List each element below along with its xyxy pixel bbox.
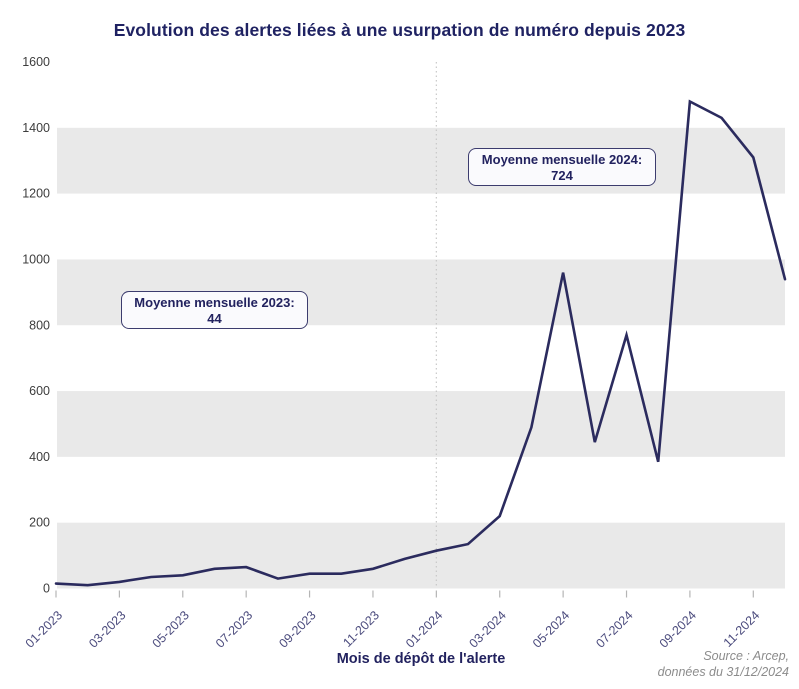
annotation-2024-label: Moyenne mensuelle 2024:: [481, 152, 643, 167]
y-tick-label: 800: [29, 318, 50, 332]
y-tick-label: 0: [43, 582, 50, 596]
source-line-1: Source : Arcep,: [703, 649, 789, 663]
x-tick-label: 07-2023: [213, 608, 255, 650]
annotation-2023-value: 44: [207, 311, 222, 327]
x-tick-label: 05-2023: [150, 608, 192, 650]
grid-band: [57, 391, 785, 457]
x-tick-label: 11-2023: [340, 608, 382, 650]
annotation-2024-value: 724: [551, 168, 573, 184]
x-tick-label: 09-2023: [276, 608, 318, 650]
annotation-2023-label: Moyenne mensuelle 2023:: [134, 295, 295, 310]
x-tick-label: 03-2024: [467, 608, 509, 650]
x-axis-title: Mois de dépôt de l'alerte: [336, 651, 506, 667]
data-line-alertes: [54, 99, 787, 587]
annotation-2024-box: Moyenne mensuelle 2024: 724: [468, 148, 656, 186]
grid-band: [57, 127, 785, 194]
y-tick-label: 400: [29, 450, 50, 464]
y-tick-label: 1400: [22, 121, 50, 135]
annotation-2023-box: Moyenne mensuelle 2023: 44: [121, 291, 308, 329]
x-tick-label: 07-2024: [593, 608, 635, 650]
x-tick-label: 01-2023: [23, 608, 65, 650]
x-tick-label: 03-2023: [86, 608, 128, 650]
y-tick-label: 1000: [22, 252, 50, 266]
x-tick-label: 01-2024: [403, 608, 445, 650]
source-note: Source : Arcep, données du 31/12/2024: [658, 648, 789, 681]
x-tick-label: 11-2024: [721, 608, 763, 650]
y-tick-label: 1600: [22, 55, 50, 69]
source-line-2: données du 31/12/2024: [657, 665, 789, 680]
y-tick-label: 1200: [22, 187, 50, 201]
x-tick-label: 09-2024: [657, 608, 699, 650]
chart-title: Evolution des alertes liées à une usurpa…: [113, 20, 686, 40]
y-tick-label: 600: [29, 384, 50, 398]
x-tick-label: 05-2024: [530, 608, 572, 650]
y-tick-label: 200: [29, 516, 50, 530]
